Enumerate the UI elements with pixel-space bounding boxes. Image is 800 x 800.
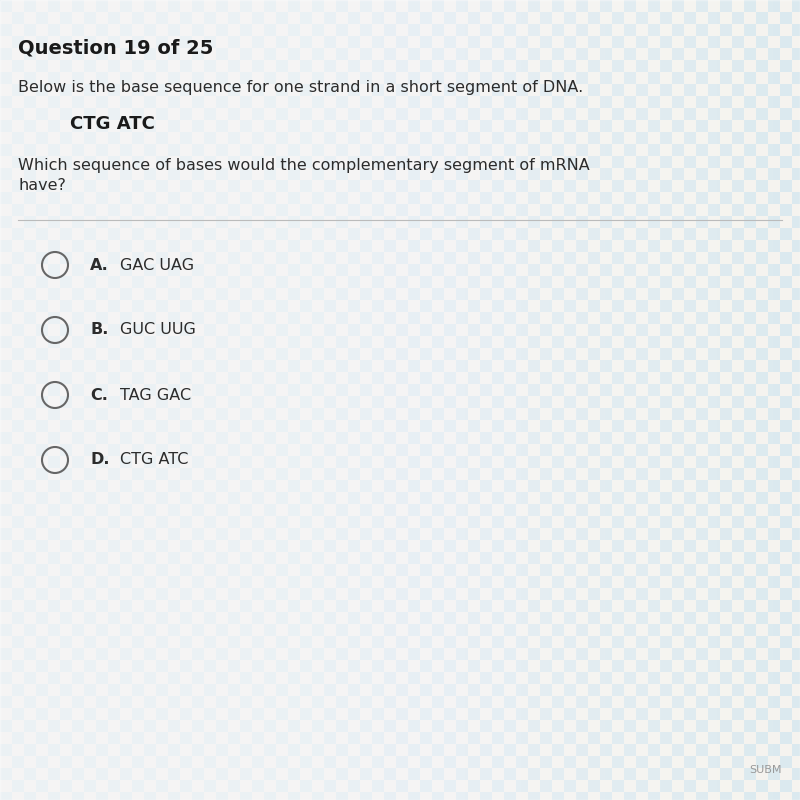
Text: A.: A.	[90, 258, 109, 273]
Bar	[0, 0, 604, 800]
Bar	[0, 0, 352, 800]
Bar	[0, 0, 548, 800]
Text: GAC UAG: GAC UAG	[120, 258, 194, 273]
Text: SUBM: SUBM	[750, 765, 782, 775]
Bar	[0, 0, 576, 800]
Text: Below is the base sequence for one strand in a short segment of DNA.: Below is the base sequence for one stran…	[18, 80, 583, 95]
Bar	[0, 0, 660, 800]
Bar	[0, 0, 408, 800]
Text: GUC UUG: GUC UUG	[120, 322, 196, 338]
Bar	[0, 0, 268, 800]
Text: have?: have?	[18, 178, 66, 193]
Bar	[0, 0, 324, 800]
Bar	[0, 0, 688, 800]
Bar	[0, 0, 296, 800]
Text: CTG ATC: CTG ATC	[120, 453, 188, 467]
Bar	[0, 0, 380, 800]
Bar	[0, 0, 632, 800]
Bar	[0, 0, 520, 800]
Text: B.: B.	[90, 322, 108, 338]
Bar	[0, 0, 436, 800]
Bar	[0, 0, 492, 800]
Text: CTG ATC: CTG ATC	[70, 115, 155, 133]
Text: TAG GAC: TAG GAC	[120, 387, 191, 402]
Text: D.: D.	[90, 453, 110, 467]
Bar	[0, 0, 716, 800]
Text: Question 19 of 25: Question 19 of 25	[18, 38, 214, 57]
Text: C.: C.	[90, 387, 108, 402]
Text: Which sequence of bases would the complementary segment of mRNA: Which sequence of bases would the comple…	[18, 158, 590, 173]
Bar	[0, 0, 464, 800]
